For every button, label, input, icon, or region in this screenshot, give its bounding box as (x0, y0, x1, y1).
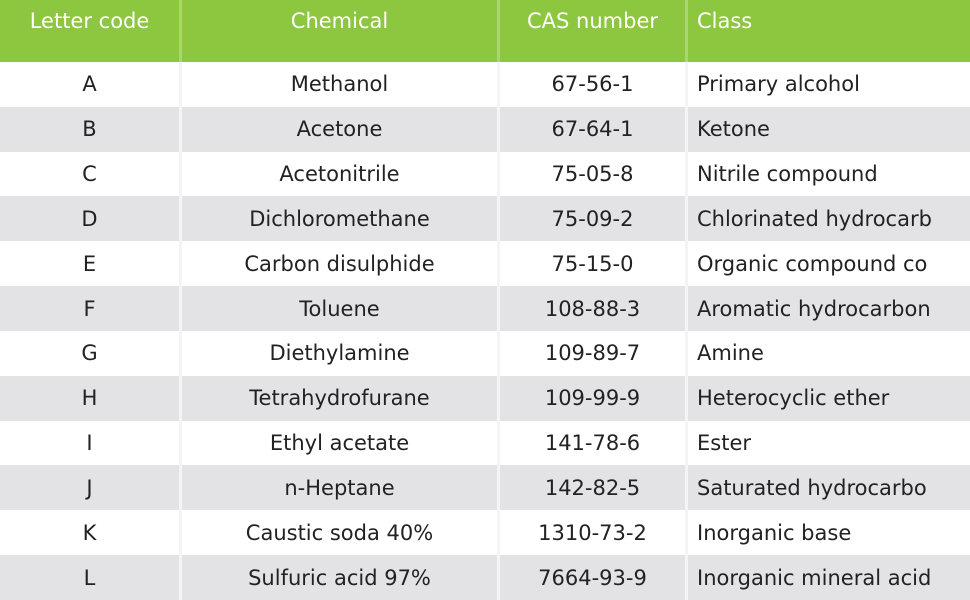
table-cell: 75-15-0 (500, 241, 688, 287)
table-cell: Primary alcohol (697, 72, 860, 97)
table-cell: 75-05-8 (500, 151, 688, 197)
table-cell: C (0, 151, 182, 197)
table-cell: 109-89-7 (500, 330, 688, 376)
table-cell: Nitrile compound (697, 162, 878, 187)
header-cell: Letter code (0, 0, 182, 62)
table-cell: 142-82-5 (500, 465, 688, 511)
table-cell: Acetone (182, 106, 500, 152)
table-cell: L (0, 555, 182, 600)
table-cell: Dichloromethane (182, 196, 500, 242)
table-cell: Saturated hydrocarbo (688, 465, 970, 511)
table-cell: F (0, 286, 182, 331)
table-cell: Organic compound co (697, 251, 928, 276)
table-cell: Tetrahydrofurane (182, 375, 500, 421)
table-cell: E (0, 241, 182, 287)
table-cell: Caustic soda 40% (182, 510, 500, 556)
table-cell: Chlorinated hydrocarb (688, 196, 970, 242)
table-cell: Amine (697, 341, 764, 366)
table-cell: Inorganic base (697, 520, 852, 545)
table-cell: Methanol (182, 62, 500, 107)
table-cell: J (0, 465, 182, 511)
table-cell: 75-09-2 (500, 196, 688, 242)
table-cell: 67-56-1 (500, 62, 688, 107)
table-cell: 141-78-6 (500, 420, 688, 466)
table-cell: Heterocyclic ether (688, 375, 970, 421)
table-cell: K (0, 510, 182, 556)
table-cell: Toluene (182, 286, 500, 331)
table-cell: 7664-93-9 (500, 555, 688, 600)
table-cell: 108-88-3 (500, 286, 688, 331)
header-cell: CAS number (500, 0, 688, 62)
table-cell: Acetonitrile (182, 151, 500, 197)
table-cell: Inorganic mineral acid (688, 555, 970, 600)
table-cell: Ketone (688, 106, 970, 152)
table-cell: Ester (697, 431, 751, 456)
table-cell: I (0, 420, 182, 466)
header-cell: Class (688, 0, 970, 62)
table-cell: B (0, 106, 182, 152)
table-cell: A (0, 62, 182, 107)
table-cell: 1310-73-2 (500, 510, 688, 556)
table-cell: n-Heptane (182, 465, 500, 511)
table-cell: Diethylamine (182, 330, 500, 376)
table-cell: G (0, 330, 182, 376)
table-cell: Carbon disulphide (182, 241, 500, 287)
table-cell: Aromatic hydrocarbon (688, 286, 970, 331)
table-cell: H (0, 375, 182, 421)
table-cell: D (0, 196, 182, 242)
table-cell: 109-99-9 (500, 375, 688, 421)
table-cell: Ethyl acetate (182, 420, 500, 466)
header-cell: Chemical (182, 0, 500, 62)
table-cell: 67-64-1 (500, 106, 688, 152)
table-cell: Sulfuric acid 97% (182, 555, 500, 600)
